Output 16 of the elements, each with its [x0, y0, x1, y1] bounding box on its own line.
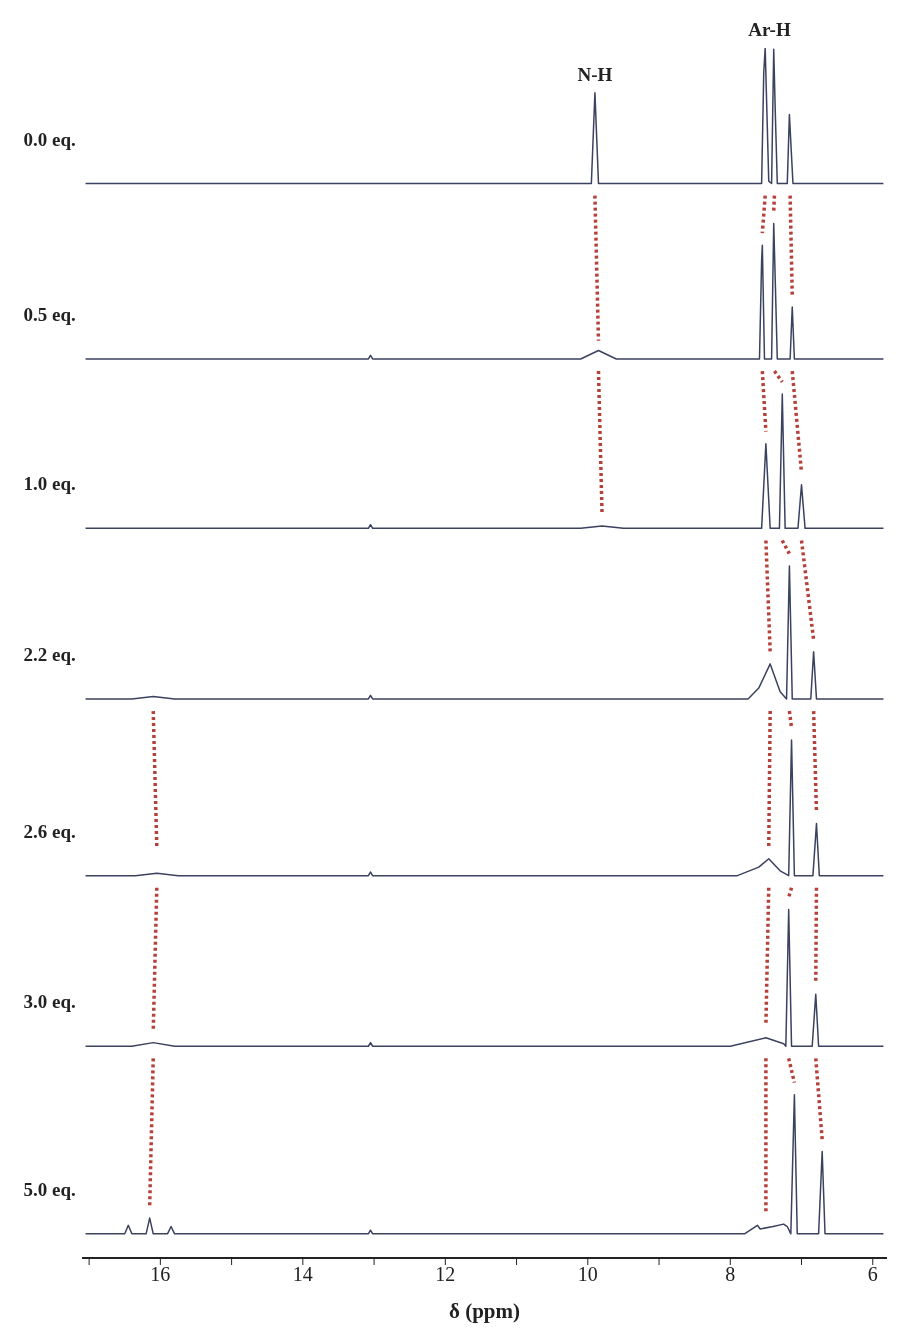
annotation: N-H	[577, 63, 613, 85]
series-label: 2.2 eq.	[23, 643, 76, 665]
x-tick-label: 6	[867, 1263, 878, 1286]
series-label: 3.0 eq.	[23, 991, 76, 1013]
annotation: Ar-H	[748, 19, 791, 40]
series-label: 1.0 eq.	[23, 473, 76, 495]
x-tick-label: 14	[292, 1263, 313, 1286]
x-axis-title: δ (ppm)	[449, 1299, 520, 1323]
series-label: 2.6 eq.	[23, 820, 76, 842]
series-label: 0.0 eq.	[23, 128, 76, 150]
x-tick-label: 16	[150, 1263, 171, 1286]
x-tick-label: 10	[577, 1263, 598, 1286]
x-tick-label: 12	[435, 1263, 456, 1286]
series-label: 5.0 eq.	[23, 1178, 76, 1200]
x-tick-label: 8	[725, 1263, 736, 1286]
series-label: 0.5 eq.	[23, 303, 76, 325]
